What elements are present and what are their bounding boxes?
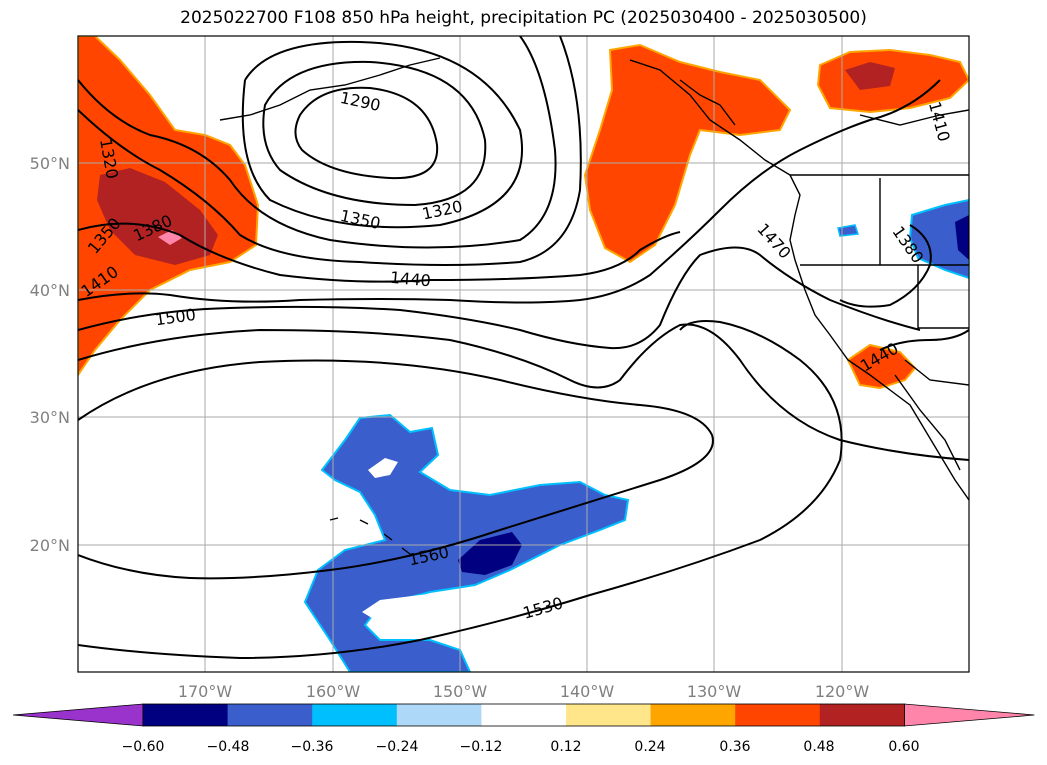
colorbar-tick-label: 0.60 bbox=[888, 739, 919, 755]
colorbar-tick-label: −0.36 bbox=[291, 739, 334, 755]
colorbar-segment bbox=[227, 704, 313, 726]
colorbar-segment bbox=[735, 704, 821, 726]
colorbar-frame bbox=[142, 703, 905, 727]
precip-positive-california bbox=[846, 343, 917, 390]
lat-label: 50°N bbox=[30, 154, 70, 173]
colorbar-extend-low bbox=[12, 703, 144, 727]
graticule bbox=[78, 36, 969, 672]
colorbar-segment bbox=[566, 704, 652, 726]
lon-label: 160°W bbox=[306, 682, 361, 701]
colorbar-ticks: −0.60 −0.48 −0.36 −0.24 −0.12 0.12 0.24 … bbox=[122, 739, 920, 755]
lon-label: 170°W bbox=[178, 682, 233, 701]
colorbar-segment bbox=[481, 704, 567, 726]
colorbar-segment bbox=[143, 704, 229, 726]
lat-label: 20°N bbox=[30, 536, 70, 555]
precip-navy-hawaii bbox=[458, 532, 522, 575]
lon-label: 120°W bbox=[815, 682, 870, 701]
colorbar-tick-label: −0.60 bbox=[122, 739, 165, 755]
colorbar-segment bbox=[650, 704, 736, 726]
contour-label: 1440 bbox=[389, 268, 431, 290]
map-area: 1290 1320 1320 1350 1350 1380 1380 1410 … bbox=[78, 36, 969, 672]
colorbar-tick-label: −0.12 bbox=[460, 739, 503, 755]
map-title: 2025022700 F108 850 hPa height, precipit… bbox=[180, 8, 867, 28]
lat-label: 30°N bbox=[30, 408, 70, 427]
colorbar-tick-label: 0.12 bbox=[550, 739, 581, 755]
colorbar-tick-label: −0.24 bbox=[376, 739, 419, 755]
lon-label: 130°W bbox=[687, 682, 742, 701]
colorbar-segment bbox=[819, 704, 905, 726]
lat-label: 40°N bbox=[30, 281, 70, 300]
colorbar-tick-label: −0.48 bbox=[207, 739, 250, 755]
precip-negative-hawaii bbox=[303, 413, 630, 672]
colorbar-segment bbox=[312, 704, 398, 726]
precip-navy-nevada bbox=[955, 215, 969, 260]
map-frame bbox=[77, 35, 970, 673]
precip-white-hole-2 bbox=[362, 590, 480, 632]
height-contours bbox=[78, 36, 969, 660]
lon-labels: 170°W 160°W 150°W 140°W 130°W 120°W bbox=[178, 682, 870, 701]
colorbar bbox=[12, 703, 1035, 727]
precip-b22-canada bbox=[845, 62, 895, 90]
precip-positive-gulfalaska bbox=[583, 43, 792, 264]
precip-negative-nevada bbox=[908, 198, 969, 280]
lon-label: 140°W bbox=[560, 682, 615, 701]
precip-white-hole-1 bbox=[368, 458, 398, 478]
colorbar-tick-label: 0.36 bbox=[719, 739, 750, 755]
map-background bbox=[78, 36, 969, 672]
precip-positive-canada bbox=[816, 48, 969, 114]
colorbar-tick-label: 0.48 bbox=[803, 739, 834, 755]
lat-labels: 50°N 40°N 30°N 20°N bbox=[30, 154, 70, 555]
lon-label: 150°W bbox=[433, 682, 488, 701]
colorbar-tick-label: 0.24 bbox=[634, 739, 665, 755]
colorbar-extend-high bbox=[904, 703, 1035, 727]
precip-negative-oregon-spot bbox=[837, 224, 860, 237]
colorbar-segment bbox=[396, 704, 482, 726]
